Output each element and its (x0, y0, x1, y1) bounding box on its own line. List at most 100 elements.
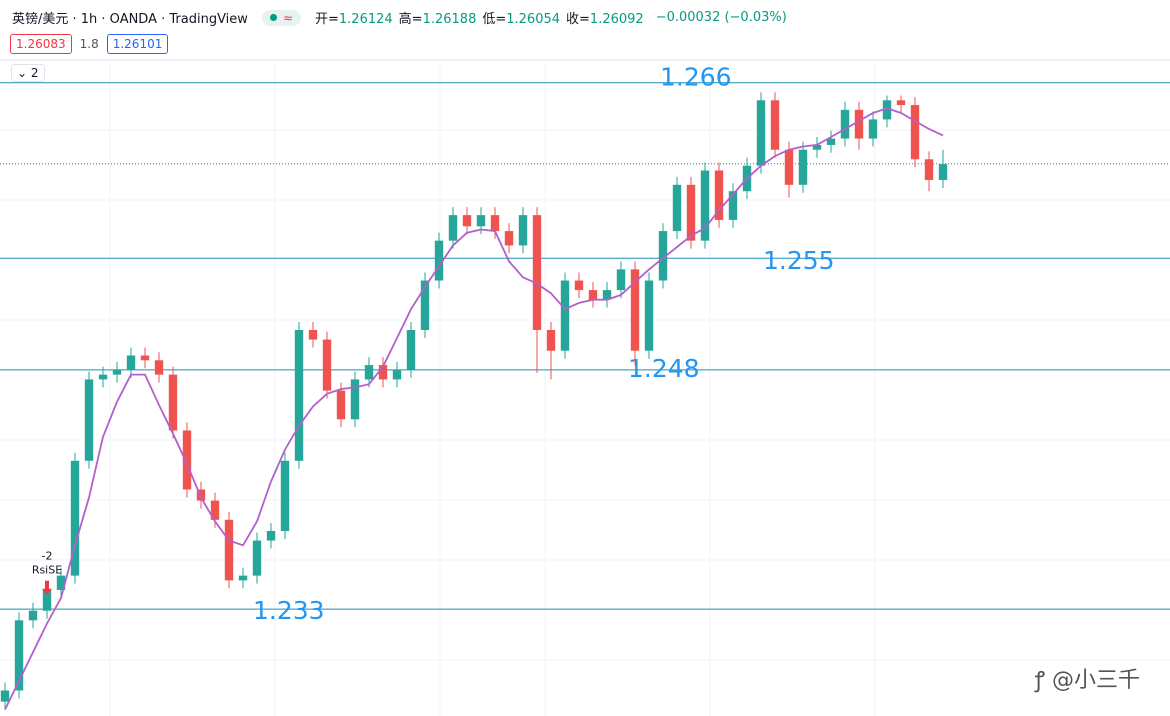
spread: 1.8 (79, 37, 99, 51)
candle-body (168, 374, 178, 431)
candle-body (490, 215, 500, 232)
candle-body (798, 149, 808, 185)
ohlc-value: 1.26188 (422, 12, 477, 27)
candle-body (238, 575, 248, 581)
candle-body (364, 365, 374, 380)
change: −0.00032 (−0.03%) (655, 10, 787, 25)
candle-body (14, 620, 24, 691)
signal-arrow (42, 580, 52, 595)
candle-body (854, 109, 864, 139)
level-label: 1.255 (763, 246, 835, 275)
candle-body (630, 269, 640, 351)
candle-body (882, 100, 892, 120)
candle-body (504, 231, 514, 246)
indicator-count: 2 (30, 66, 39, 80)
candle-body (70, 460, 80, 576)
candle-body (280, 460, 290, 531)
level-label: 1.266 (660, 63, 732, 92)
candle-body (420, 280, 430, 330)
candle-body (812, 144, 822, 150)
legend: 英镑/美元 · 1h · OANDA · TradingView ≈ 开=1.2… (12, 8, 791, 27)
candle-body (308, 329, 318, 340)
candle-body (728, 191, 738, 220)
candle-body (756, 100, 766, 166)
candle-body (0, 690, 10, 702)
candle-body (826, 138, 836, 145)
candle-body (210, 500, 220, 520)
candle-body (616, 269, 626, 291)
candle-body (518, 215, 528, 246)
candle-body (224, 519, 234, 581)
candle-body (126, 355, 136, 370)
candle-body (378, 365, 388, 380)
ohlc-label: 收= (566, 12, 590, 27)
candle-body (42, 589, 52, 611)
background-grid (0, 62, 1170, 716)
candle-body (140, 355, 150, 361)
candle-body (112, 369, 122, 375)
candle-body (588, 290, 598, 300)
candle-body (350, 379, 360, 420)
candle-body (560, 280, 570, 351)
candle-body (322, 339, 332, 391)
candle-body (840, 109, 850, 139)
candle-body (476, 215, 486, 227)
symbol: 英镑/美元 · 1h · OANDA · TradingView (12, 12, 248, 27)
candle-body (938, 164, 948, 181)
ohlc-label: 高= (398, 12, 423, 27)
candle-body (546, 329, 556, 351)
candle-body (714, 170, 724, 220)
candle-body (784, 149, 794, 185)
candle-body (154, 360, 164, 375)
candle-body (868, 119, 878, 139)
candle-body (672, 184, 682, 232)
candle-body (658, 231, 668, 281)
toggle-icon: ≈ (282, 10, 293, 25)
candle-body (266, 530, 276, 541)
candle-body (336, 390, 346, 420)
candle-body (462, 215, 472, 227)
indicator-toggle[interactable]: ⌄ 2 (11, 64, 45, 82)
candle-body (532, 215, 542, 330)
candle-body (84, 379, 94, 461)
candle-body (252, 540, 262, 576)
candle-body (406, 329, 416, 370)
ohlc-label: 开= (315, 12, 339, 27)
signal-label: -2 (42, 550, 53, 563)
candle-body (182, 430, 192, 490)
candle-body (392, 369, 402, 380)
candle-body (896, 100, 906, 106)
candle-body (574, 280, 584, 291)
watermark: ꝭ @小三千 (1034, 668, 1140, 693)
candle-body (196, 489, 206, 501)
quote-row: 1.26083 1.8 1.26101 (10, 34, 169, 54)
candle-body (602, 290, 612, 300)
candle-body (448, 215, 458, 241)
ohlc: 开=1.26124 高=1.26188 低=1.26054 收=1.26092 (315, 8, 650, 27)
candle-body (700, 170, 710, 241)
candle-body (924, 159, 934, 181)
level-label: 1.233 (253, 596, 325, 625)
candle-body (686, 184, 696, 241)
moving-average (4, 107, 944, 710)
candle-body (294, 329, 304, 461)
signal-label: RsiSE (32, 564, 62, 577)
ohlc-label: 低= (482, 12, 507, 27)
ohlc-value: 1.26124 (338, 12, 393, 27)
candle-body (98, 374, 108, 380)
ask[interactable]: 1.26101 (106, 34, 169, 54)
ohlc-value: 1.26054 (506, 12, 561, 27)
candle-body (910, 105, 920, 160)
candle-body (434, 240, 444, 281)
candle-body (56, 575, 66, 590)
bid[interactable]: 1.26083 (10, 34, 72, 54)
candle-body (770, 100, 780, 150)
toggle[interactable]: ≈ (261, 9, 301, 26)
level-label: 1.248 (628, 354, 700, 383)
candle-body (28, 610, 38, 621)
ohlc-value: 1.26092 (589, 12, 644, 27)
watermark-text: @小三千 (1051, 668, 1140, 693)
candle-body (644, 280, 654, 351)
